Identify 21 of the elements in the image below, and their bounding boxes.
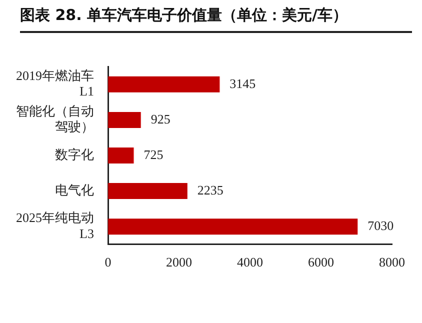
x-tick-label: 6000 xyxy=(308,254,334,270)
data-label: 725 xyxy=(144,146,164,162)
y-tick-label: 电气化 xyxy=(55,182,94,198)
data-label: 7030 xyxy=(368,218,394,234)
data-label: 925 xyxy=(150,111,170,126)
y-tick-label: 智能化（自动驾驶） xyxy=(16,104,94,134)
x-tick-label: 8000 xyxy=(379,254,405,270)
x-tick-label: 2000 xyxy=(166,254,192,270)
data-label: 2235 xyxy=(197,182,224,198)
data-label: 3145 xyxy=(230,76,256,91)
y-tick-label: 2019年燃油车L1 xyxy=(16,68,94,99)
y-tick-label: 数字化 xyxy=(55,146,94,162)
x-tick-label: 0 xyxy=(104,254,112,270)
bar xyxy=(108,112,141,128)
bar xyxy=(108,76,220,92)
bar xyxy=(108,218,358,235)
bar xyxy=(108,148,134,164)
x-tick-label: 4000 xyxy=(237,254,263,270)
y-tick-label: 2025年纯电动L3 xyxy=(16,210,94,241)
chart-title: 图表 28. 单车汽车电子价值量（单位：美元/车） xyxy=(20,6,412,33)
bar xyxy=(108,183,188,200)
